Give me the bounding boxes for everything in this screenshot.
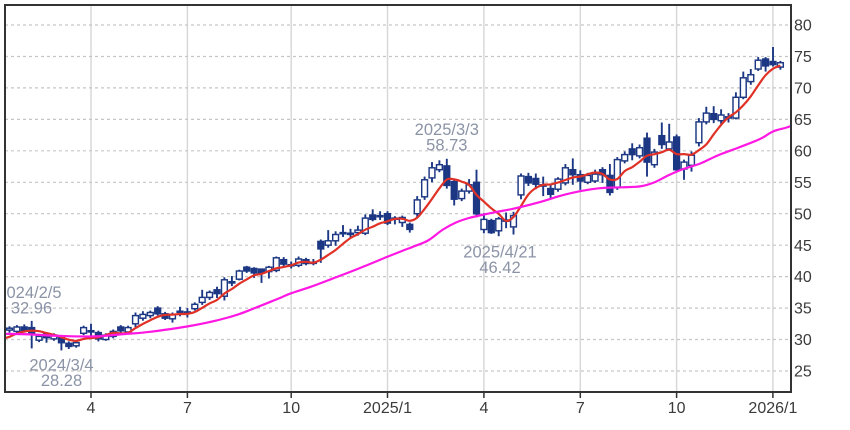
- svg-text:70: 70: [794, 81, 812, 98]
- svg-text:4: 4: [87, 400, 96, 417]
- svg-text:4: 4: [479, 400, 488, 417]
- svg-text:40: 40: [794, 269, 812, 286]
- svg-text:024/2/5: 024/2/5: [6, 284, 61, 302]
- svg-text:30: 30: [794, 332, 812, 349]
- svg-text:10: 10: [668, 400, 686, 417]
- svg-text:2025/3/3: 2025/3/3: [415, 121, 479, 139]
- svg-text:55: 55: [794, 175, 812, 192]
- svg-text:2025/1: 2025/1: [363, 400, 412, 417]
- svg-text:60: 60: [794, 143, 812, 160]
- svg-text:46.42: 46.42: [479, 259, 520, 277]
- svg-text:2026/1: 2026/1: [748, 400, 797, 417]
- svg-text:35: 35: [794, 301, 812, 318]
- svg-text:50: 50: [794, 206, 812, 223]
- svg-text:58.73: 58.73: [426, 136, 467, 154]
- svg-text:25: 25: [794, 364, 812, 381]
- svg-text:45: 45: [794, 238, 812, 255]
- svg-text:7: 7: [183, 400, 192, 417]
- svg-text:2025/4/21: 2025/4/21: [463, 243, 536, 261]
- svg-text:28.28: 28.28: [41, 372, 82, 390]
- svg-text:65: 65: [794, 112, 812, 129]
- svg-text:32.96: 32.96: [11, 299, 52, 317]
- svg-text:7: 7: [576, 400, 585, 417]
- svg-text:10: 10: [282, 400, 300, 417]
- svg-text:2024/3/4: 2024/3/4: [29, 356, 93, 374]
- svg-text:80: 80: [794, 18, 812, 35]
- svg-text:75: 75: [794, 49, 812, 66]
